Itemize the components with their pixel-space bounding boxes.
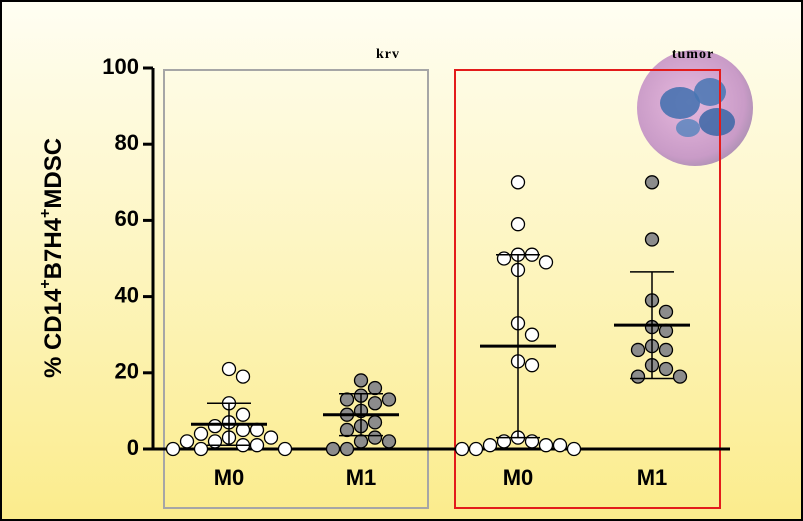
data-point [554, 439, 567, 452]
data-point [660, 343, 673, 356]
data-point [660, 305, 673, 318]
data-point [355, 435, 368, 448]
data-point [327, 443, 340, 456]
data-point [484, 439, 497, 452]
y-title-part: % CD14 [40, 288, 67, 378]
y-title-sup: + [37, 209, 54, 218]
data-point [181, 435, 194, 448]
data-point [568, 443, 581, 456]
y-title-sup: + [37, 279, 54, 288]
x-tick-label: M0 [214, 465, 245, 490]
data-point [646, 233, 659, 246]
y-tick-label: 40 [115, 282, 139, 307]
data-point [209, 420, 222, 433]
y-title-part: MDSC [40, 138, 67, 209]
data-point [540, 439, 553, 452]
data-point [251, 439, 264, 452]
data-point [456, 443, 469, 456]
y-tick-label: 60 [115, 206, 139, 231]
data-point [632, 343, 645, 356]
data-point [195, 427, 208, 440]
data-point [660, 362, 673, 375]
data-point [526, 359, 539, 372]
chart: % CD14+B7H4+MDSC krvtumor020406080100M0M… [0, 0, 803, 521]
data-point [237, 408, 250, 421]
data-point [341, 393, 354, 406]
y-tick-label: 20 [115, 359, 139, 384]
data-point [632, 370, 645, 383]
data-point [279, 443, 292, 456]
data-point [383, 435, 396, 448]
data-point [369, 397, 382, 410]
x-tick-label: M1 [346, 465, 377, 490]
data-point [341, 443, 354, 456]
data-point [674, 370, 687, 383]
data-point [369, 431, 382, 444]
data-point [470, 443, 483, 456]
group-label: krv [376, 47, 400, 62]
data-point [237, 370, 250, 383]
y-tick-label: 0 [127, 435, 139, 460]
group-label: tumor [672, 47, 714, 62]
data-point [369, 382, 382, 395]
data-point [512, 218, 525, 231]
data-point [526, 328, 539, 341]
y-title-part: B7H4 [40, 217, 67, 279]
data-point [341, 423, 354, 436]
data-point [167, 443, 180, 456]
y-axis-title: % CD14+B7H4+MDSC [37, 138, 67, 378]
cell-image [637, 50, 753, 166]
x-tick-label: M1 [637, 465, 668, 490]
data-point [383, 393, 396, 406]
data-point [223, 362, 236, 375]
x-tick-label: M0 [503, 465, 534, 490]
data-point [355, 374, 368, 387]
data-point [512, 176, 525, 189]
data-point [369, 416, 382, 429]
data-point [646, 176, 659, 189]
data-point [195, 443, 208, 456]
y-tick-label: 100 [102, 54, 139, 79]
y-tick-label: 80 [115, 130, 139, 155]
data-point [540, 256, 553, 269]
data-point [265, 431, 278, 444]
